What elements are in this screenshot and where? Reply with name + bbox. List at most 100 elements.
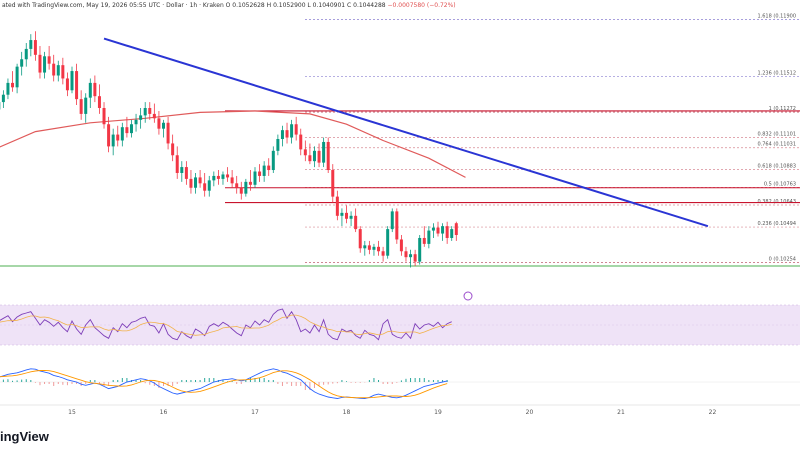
fib-level-label: 1.618 (0.11900 <box>757 13 796 19</box>
candle-body <box>372 246 376 250</box>
header-prefix: ated with TradingView.com, May 19, 2026 … <box>2 2 161 9</box>
candle-body <box>24 48 28 60</box>
candle-body <box>29 40 33 49</box>
candle-body <box>386 229 390 256</box>
candle-body <box>381 251 385 256</box>
candle-body <box>390 211 394 230</box>
candle-body <box>454 223 458 236</box>
candle-body <box>331 170 335 197</box>
x-tick-label: 21 <box>617 409 625 416</box>
x-tick-label: 20 <box>526 409 534 416</box>
candle-body <box>97 96 101 108</box>
candle-body <box>143 108 147 116</box>
candle-body <box>280 130 284 140</box>
candle-body <box>194 177 198 188</box>
candle-body <box>349 215 353 219</box>
candle-body <box>248 181 252 185</box>
candle-body <box>299 134 303 150</box>
macd-signal-line <box>0 369 448 399</box>
bearish-trendline <box>103 37 709 228</box>
candle-body <box>436 227 440 234</box>
candle-body <box>276 139 280 151</box>
rsi-line <box>0 308 452 341</box>
alert-marker-icon <box>463 291 473 301</box>
candle-body <box>1 94 5 103</box>
candle-body <box>294 124 298 135</box>
x-tick-label: 22 <box>709 409 717 416</box>
header-change: −0.0007580 (−0.72%) <box>387 2 456 9</box>
candle-body <box>404 251 408 258</box>
candle-body <box>290 124 294 138</box>
candle-body <box>262 165 266 176</box>
candle-body <box>152 113 156 119</box>
candle-body <box>38 54 42 73</box>
candle-body <box>120 127 124 141</box>
candle-body <box>395 211 399 240</box>
candle-body <box>111 134 115 147</box>
candle-body <box>317 150 321 163</box>
candle-body <box>6 82 10 95</box>
candle-body <box>15 66 19 88</box>
candle-body <box>377 246 381 252</box>
candle-body <box>445 226 449 238</box>
candle-body <box>258 171 262 176</box>
candle-body <box>52 63 56 76</box>
candle-body <box>340 212 344 216</box>
candle-body <box>308 155 312 162</box>
candle-body <box>354 215 358 230</box>
candle-body <box>61 65 65 79</box>
candle-body <box>422 237 426 244</box>
header-ohlc: O 0.1052628 H 0.1052900 L 0.1040901 C 0.… <box>225 2 386 9</box>
candle-body <box>267 165 271 171</box>
candle-body <box>253 171 257 185</box>
candle-body <box>84 97 88 114</box>
fib-level-label: 0.764 (0.11031 <box>757 142 796 148</box>
candle-body <box>326 141 330 171</box>
candle-body <box>189 178 193 188</box>
candle-body <box>65 78 69 91</box>
candle-body <box>134 119 138 125</box>
candle-body <box>413 254 417 262</box>
candle-body <box>47 56 51 64</box>
candle-body <box>75 71 79 100</box>
header-instrument: · Dollar · 1h · Kraken <box>162 2 224 9</box>
candle-body <box>166 122 170 144</box>
candle-body <box>418 237 422 262</box>
candle-body <box>226 174 230 178</box>
candle-body <box>212 175 216 181</box>
candle-body <box>79 99 83 114</box>
candle-body <box>198 177 202 184</box>
chart-header: ated with TradingView.com, May 19, 2026 … <box>2 2 456 9</box>
sma-line <box>0 110 466 178</box>
candle-body <box>203 183 207 191</box>
candle-body <box>312 150 316 162</box>
candle-body <box>427 230 431 244</box>
candle-body <box>285 130 289 138</box>
candle-body <box>345 212 348 219</box>
candle-body <box>335 196 339 216</box>
candle-body <box>88 82 92 98</box>
candle-body <box>221 174 225 179</box>
candle-body <box>322 141 326 163</box>
candle-body <box>235 183 239 188</box>
fib-level-label: 0.618 (0.10883 <box>757 164 796 170</box>
x-tick-label: 17 <box>251 409 259 416</box>
candle-body <box>33 40 37 55</box>
candle-body <box>244 181 248 194</box>
candle-body <box>230 177 234 184</box>
x-tick-label: 15 <box>68 409 76 416</box>
candle-body <box>116 134 120 141</box>
candle-body <box>180 167 184 173</box>
candle-body <box>171 143 175 156</box>
candle-body <box>431 227 435 231</box>
fib-level-label: 1 (0.11272 <box>769 106 796 112</box>
candle-body <box>43 56 47 73</box>
x-tick-label: 16 <box>160 409 168 416</box>
candle-body <box>239 187 243 194</box>
candle-body <box>162 122 165 129</box>
tradingview-logo-text: ingView <box>0 429 49 444</box>
candle-body <box>93 82 97 97</box>
candle-body <box>399 239 403 252</box>
candle-body <box>175 155 179 173</box>
